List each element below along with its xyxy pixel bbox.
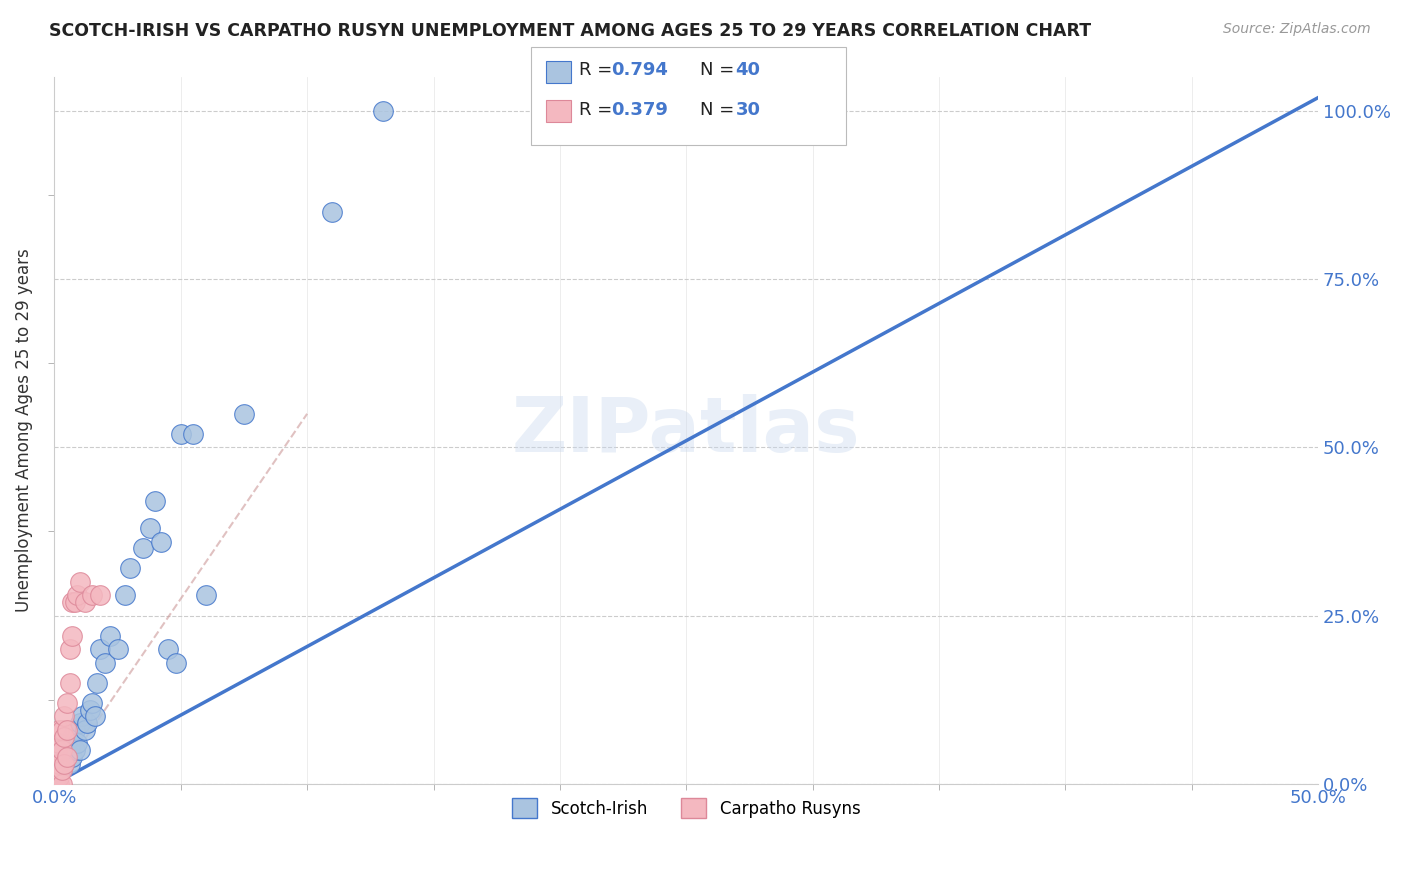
Point — [98, 629, 121, 643]
Text: 30: 30 — [735, 101, 761, 119]
Point — [51, 743, 73, 757]
Point — [53, 709, 76, 723]
Point — [63, 743, 86, 757]
Point — [195, 588, 218, 602]
Point — [48, 736, 70, 750]
Point — [60, 749, 83, 764]
Point — [58, 756, 80, 771]
Text: 40: 40 — [735, 62, 761, 79]
Point — [83, 709, 105, 723]
Point — [149, 534, 172, 549]
Point — [114, 588, 136, 602]
Point — [86, 676, 108, 690]
Text: 0.379: 0.379 — [612, 101, 668, 119]
Point — [63, 723, 86, 737]
Y-axis label: Unemployment Among Ages 25 to 29 years: Unemployment Among Ages 25 to 29 years — [15, 249, 32, 613]
Point — [48, 777, 70, 791]
Point — [58, 743, 80, 757]
Point — [58, 676, 80, 690]
Point — [56, 696, 79, 710]
Text: 0.794: 0.794 — [612, 62, 668, 79]
Point — [48, 756, 70, 771]
Point — [58, 642, 80, 657]
Point — [53, 743, 76, 757]
Point — [132, 541, 155, 556]
Point — [165, 656, 187, 670]
Point — [45, 777, 67, 791]
Text: SCOTCH-IRISH VS CARPATHO RUSYN UNEMPLOYMENT AMONG AGES 25 TO 29 YEARS CORRELATIO: SCOTCH-IRISH VS CARPATHO RUSYN UNEMPLOYM… — [49, 22, 1091, 40]
Point — [145, 494, 167, 508]
Point — [139, 521, 162, 535]
Point — [48, 770, 70, 784]
Point — [233, 407, 256, 421]
Point — [45, 756, 67, 771]
Point — [69, 574, 91, 589]
Point — [48, 723, 70, 737]
Point — [66, 736, 89, 750]
Point — [60, 629, 83, 643]
Point — [51, 777, 73, 791]
Point — [170, 426, 193, 441]
Text: R =: R = — [579, 62, 619, 79]
Point — [56, 749, 79, 764]
Point — [69, 716, 91, 731]
Point — [51, 749, 73, 764]
Legend: Scotch-Irish, Carpatho Rusyns: Scotch-Irish, Carpatho Rusyns — [506, 791, 868, 825]
Point — [45, 743, 67, 757]
Point — [66, 588, 89, 602]
Point — [321, 205, 343, 219]
Point — [73, 595, 96, 609]
Point — [60, 595, 83, 609]
Point — [82, 696, 104, 710]
Point — [89, 588, 111, 602]
Text: Source: ZipAtlas.com: Source: ZipAtlas.com — [1223, 22, 1371, 37]
Point — [45, 770, 67, 784]
Point — [89, 642, 111, 657]
Point — [107, 642, 129, 657]
Point — [45, 764, 67, 778]
Point — [53, 756, 76, 771]
Point — [69, 743, 91, 757]
Point — [56, 749, 79, 764]
Point — [120, 561, 142, 575]
Point — [51, 764, 73, 778]
Point — [51, 723, 73, 737]
Point — [76, 716, 98, 731]
Point — [94, 656, 117, 670]
Point — [70, 709, 93, 723]
Point — [183, 426, 205, 441]
Text: ZIPatlas: ZIPatlas — [512, 393, 860, 467]
Point — [56, 736, 79, 750]
Text: R =: R = — [579, 101, 619, 119]
Point — [53, 756, 76, 771]
Point — [371, 104, 394, 119]
Point — [82, 588, 104, 602]
Point — [157, 642, 180, 657]
Text: N =: N = — [700, 101, 740, 119]
Point — [63, 595, 86, 609]
Point — [56, 723, 79, 737]
Point — [53, 730, 76, 744]
Text: N =: N = — [700, 62, 740, 79]
Point — [79, 703, 101, 717]
Point — [73, 723, 96, 737]
Point — [60, 730, 83, 744]
Point — [48, 756, 70, 771]
